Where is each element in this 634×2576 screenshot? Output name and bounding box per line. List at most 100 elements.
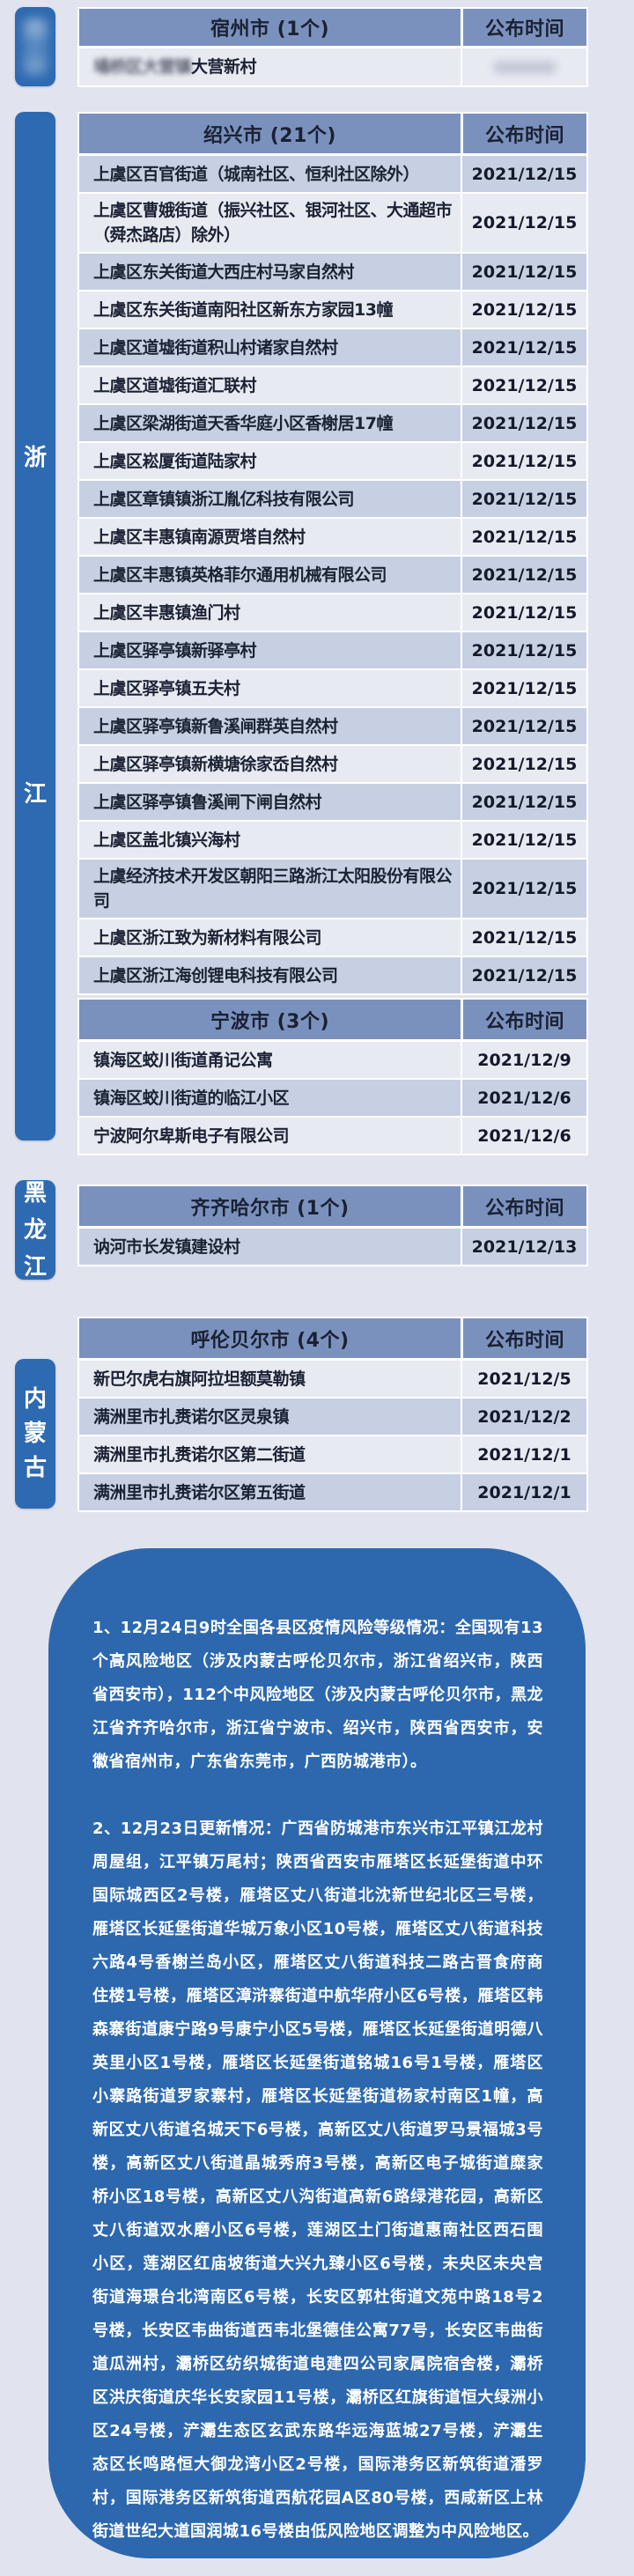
area-name-cell: 镇海区蛟川街道的临江小区 — [93, 1088, 290, 1108]
publish-date-cell: 2021/12/6 — [461, 1118, 586, 1154]
area-name-cell: 上虞区驿亭镇新横塘徐家岙自然村 — [93, 754, 338, 774]
table-row: 上虞区曹娥街道（振兴社区、银河社区、大通超市（舜杰路店）除外） 2021/12/1… — [79, 194, 586, 254]
area-name-cell: 上虞区丰惠镇英格菲尔通用机械有限公司 — [93, 565, 387, 585]
area-name-cell: 上虞区驿亭镇新鲁溪闸群英自然村 — [93, 716, 338, 736]
publish-date-cell: 2021/12/1 — [461, 1436, 586, 1473]
province-tab-char: 江 — [23, 781, 47, 808]
city-table-hulunbeier: 呼伦贝尔市 (4个) 公布时间 新巴尔虎右旗阿拉坦额莫勒镇 2021/12/5 满洲… — [77, 1317, 588, 1512]
city-header: 宿州市 (1个) — [210, 18, 330, 41]
city-header: 呼伦贝尔市 (4个) — [190, 1329, 350, 1352]
area-name-cell: 上虞区浙江海创锂电科技有限公司 — [93, 965, 338, 985]
province-tab-char: 黑 — [23, 1179, 47, 1207]
table-row: 上虞区浙江海创锂电科技有限公司 2021/12/15 — [79, 957, 586, 993]
table-row: 上虞区驿亭镇新鲁溪闸群英自然村 2021/12/15 — [79, 708, 586, 746]
publish-date-cell: 2021/12/15 — [461, 746, 586, 782]
table-body: 讷河市长发镇建设村 2021/12/13 — [79, 1229, 586, 1265]
area-name-cell: 上虞区驿亭镇鲁溪闸下闸自然村 — [93, 792, 322, 812]
publish-date-cell: 2021/12/15 — [461, 156, 586, 192]
table-row: 上虞区章镇镇浙江胤亿科技有限公司 2021/12/15 — [79, 481, 586, 519]
publish-date-cell — [461, 48, 586, 85]
publish-date-cell: 2021/12/15 — [461, 919, 586, 956]
area-name-cell: 宁波阿尔卑斯电子有限公司 — [93, 1126, 290, 1146]
table-row: 上虞区驿亭镇鲁溪闸下闸自然村 2021/12/15 — [79, 784, 586, 822]
province-tab-char: 蒙 — [23, 1421, 47, 1447]
table-row: 满洲里市扎赉诺尔区第二街道 2021/12/1 — [79, 1436, 586, 1474]
table-row: 上虞区东关街道南阳社区新东方家园13幢 2021/12/15 — [79, 292, 586, 329]
area-name-cell: 上虞区梁湖街道天香华庭小区香榭居17幢 — [93, 413, 393, 433]
area-name-cell: 满洲里市扎赉诺尔区灵泉镇 — [93, 1406, 290, 1427]
table-header: 宿州市 (1个) 公布时间 — [79, 9, 586, 48]
table-row: 上虞区浙江致为新材料有限公司 2021/12/15 — [79, 919, 586, 957]
publish-date-cell: 2021/12/15 — [461, 329, 586, 365]
summary-note-2: 2、12月23日更新情况：广西省防城港市东兴市江平镇江龙村周屋组，江平镇万尾村；… — [92, 1819, 543, 2541]
publish-date-cell: 2021/12/15 — [461, 194, 586, 252]
summary-note-1: 1、12月24日9时全国各县区疫情风险等级情况：全国现有13个高风险地区（涉及内… — [92, 1619, 543, 1771]
city-table-ningbo: 宁波市 (3个) 公布时间 镇海区蛟川街道甬记公寓 2021/12/9 镇海区蛟川街… — [77, 998, 588, 1155]
publish-date-cell: 2021/12/15 — [461, 481, 586, 517]
area-name-cell: 上虞区东关街道南阳社区新东方家园13幢 — [93, 299, 393, 320]
area-name-cell: 上虞区驿亭镇新驿亭村 — [93, 640, 257, 661]
publish-date-cell: 2021/12/15 — [461, 557, 586, 593]
table-row: 上虞区驿亭镇新驿亭村 2021/12/15 — [79, 632, 586, 670]
table-row: 上虞区丰惠镇英格菲尔通用机械有限公司 2021/12/15 — [79, 557, 586, 594]
city-table-shaoxing: 绍兴市 (21个) 公布时间 上虞区百官街道（城南社区、恒利社区除外） 2021/… — [77, 112, 588, 995]
publish-date-cell: 2021/12/9 — [461, 1042, 586, 1078]
table-row: 镇海区蛟川街道的临江小区 2021/12/6 — [79, 1080, 586, 1118]
area-name-cell: 上虞区道墟街道汇联村 — [93, 375, 257, 395]
city-header: 宁波市 (3个) — [210, 1010, 330, 1033]
table-header: 绍兴市 (21个) 公布时间 — [79, 114, 586, 156]
table-row: 上虞区崧厦街道陆家村 2021/12/15 — [79, 443, 586, 481]
publish-date-cell: 2021/12/13 — [461, 1229, 586, 1265]
table-body: 新巴尔虎右旗阿拉坦额莫勒镇 2021/12/5 满洲里市扎赉诺尔区灵泉镇 2021/1… — [79, 1361, 586, 1510]
area-name-cell: 满洲里市扎赉诺尔区第五街道 — [93, 1482, 306, 1502]
publish-time-header: 公布时间 — [461, 1318, 586, 1358]
table-row: 上虞区驿亭镇五夫村 2021/12/15 — [79, 670, 586, 708]
blurred-date-smudge — [492, 61, 557, 73]
table-row: 新巴尔虎右旗阿拉坦额莫勒镇 2021/12/5 — [79, 1361, 586, 1399]
area-name-cell: 上虞经济技术开发区朝阳三路浙江太阳股份有限公司 — [93, 867, 453, 911]
table-row: 讷河市长发镇建设村 2021/12/13 — [79, 1229, 586, 1265]
publish-date-cell: 2021/12/6 — [461, 1080, 586, 1116]
table-row: 上虞区梁湖街道天香华庭小区香榭居17幢 2021/12/15 — [79, 405, 586, 443]
area-name-cell: 上虞区章镇镇浙江胤亿科技有限公司 — [93, 489, 355, 509]
area-name-cell: 满洲里市扎赉诺尔区第二街道 — [93, 1444, 306, 1465]
table-header: 宁波市 (3个) 公布时间 — [79, 1000, 586, 1042]
province-tab-char: 古 — [23, 1455, 47, 1481]
city-header: 齐齐哈尔市 (1个) — [190, 1197, 350, 1220]
publish-date-cell: 2021/12/15 — [461, 822, 586, 858]
table-row: 宁波阿尔卑斯电子有限公司 2021/12/6 — [79, 1118, 586, 1154]
publish-date-cell: 2021/12/15 — [461, 708, 586, 744]
table-body: 埇桥区大营镇 大营新村 — [79, 48, 586, 85]
table-row: 上虞经济技术开发区朝阳三路浙江太阳股份有限公司 2021/12/15 — [79, 860, 586, 919]
area-name-cell: 上虞区曹娥街道（振兴社区、银河社区、大通超市（舜杰路店）除外） — [93, 201, 453, 245]
publish-date-cell: 2021/12/15 — [461, 254, 586, 290]
table-body: 镇海区蛟川街道甬记公寓 2021/12/9 镇海区蛟川街道的临江小区 2021/12/… — [79, 1042, 586, 1154]
table-row: 镇海区蛟川街道甬记公寓 2021/12/9 — [79, 1042, 586, 1080]
summary-notes-box: 1、12月24日9时全国各县区疫情风险等级情况：全国现有13个高风险地区（涉及内… — [48, 1548, 586, 2558]
publish-date-cell: 2021/12/15 — [461, 784, 586, 820]
province-tab-char: 内 — [23, 1386, 47, 1413]
table-row: 上虞区丰惠镇渔门村 2021/12/15 — [79, 594, 586, 632]
area-name-cell: 上虞区东关街道大西庄村马家自然村 — [93, 262, 355, 282]
publish-date-cell: 2021/12/15 — [461, 367, 586, 403]
publish-date-cell: 2021/12/15 — [461, 957, 586, 993]
table-row: 上虞区道墟街道汇联村 2021/12/15 — [79, 367, 586, 405]
publish-date-cell: 2021/12/2 — [461, 1399, 586, 1435]
table-body: 上虞区百官街道（城南社区、恒利社区除外） 2021/12/15 上虞区曹娥街道（振兴… — [79, 156, 586, 993]
publish-date-cell: 2021/12/15 — [461, 443, 586, 479]
city-header: 绍兴市 (21个) — [203, 124, 336, 147]
province-tab-char: 浙 — [23, 445, 47, 471]
publish-date-cell: 2021/12/15 — [461, 860, 586, 918]
province-tab-char: 龙 — [23, 1216, 47, 1244]
publish-time-header: 公布时间 — [461, 114, 586, 153]
area-name-cell: 镇海区蛟川街道甬记公寓 — [93, 1050, 273, 1070]
province-tab-neimenggu: 内蒙古 — [15, 1359, 55, 1509]
blurred-text-smudge — [24, 19, 47, 74]
table-row: 埇桥区大营镇 大营新村 — [79, 48, 586, 85]
area-name-cell: 上虞区百官街道（城南社区、恒利社区除外） — [93, 164, 420, 184]
publish-date-cell: 2021/12/5 — [461, 1361, 586, 1397]
area-name-cell: 讷河市长发镇建设村 — [93, 1236, 240, 1257]
table-row: 上虞区盖北镇兴海村 2021/12/15 — [79, 822, 586, 860]
table-header: 齐齐哈尔市 (1个) 公布时间 — [79, 1186, 586, 1229]
